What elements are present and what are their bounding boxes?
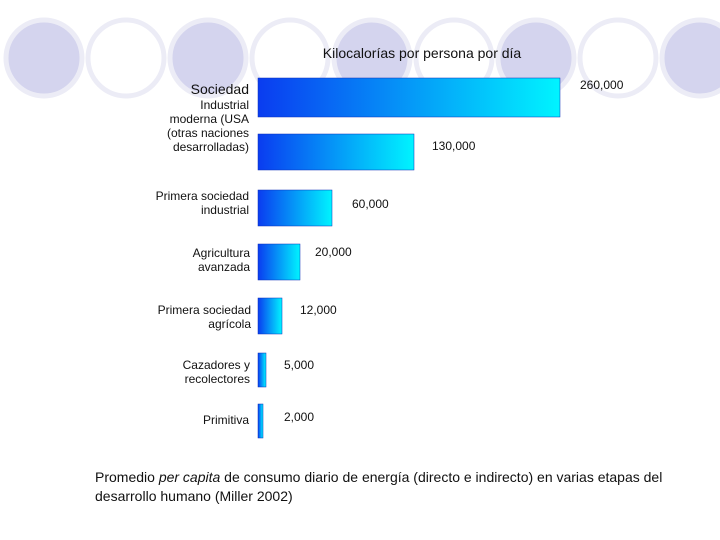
category-label-line: Primera sociedad <box>156 189 249 203</box>
category-label-line: industrial <box>201 203 249 217</box>
value-label-1: 260,000 <box>580 78 624 92</box>
category-label-line: desarrolladas) <box>173 140 249 154</box>
category-label-line: moderna (USA <box>170 112 249 126</box>
decorative-circle <box>167 17 249 99</box>
value-label-4: 20,000 <box>315 245 352 259</box>
bar-1 <box>257 77 561 118</box>
energy-consumption-bar-chart: Kilocalorías por persona por día Socieda… <box>156 45 624 439</box>
value-label-5: 12,000 <box>300 303 337 317</box>
value-label-6: 5,000 <box>284 358 314 372</box>
decorative-circle <box>85 17 167 99</box>
value-label-2: 130,000 <box>432 139 476 153</box>
category-label-line: Industrial <box>200 98 249 112</box>
category-label-3: Agricultura avanzada <box>193 246 251 274</box>
chart-title: Kilocalorías por persona por día <box>323 45 522 61</box>
category-label-line: Agricultura <box>193 246 251 260</box>
category-label-line: (otras naciones <box>167 126 249 140</box>
category-label-line: Primera sociedad <box>158 303 251 317</box>
caption-italic-term: per capita <box>158 469 221 485</box>
caption-text-start: Promedio <box>95 469 159 485</box>
bar-6 <box>257 352 267 388</box>
bar-2 <box>257 133 415 171</box>
category-label-line: agrícola <box>208 317 251 331</box>
category-label-1: Sociedad Industrial moderna (USA (otras nac… <box>167 81 249 154</box>
bar-5 <box>257 297 283 335</box>
category-label-6: Primitiva <box>203 413 249 427</box>
decorative-circle <box>577 17 659 99</box>
bar-3 <box>257 189 333 227</box>
bar-4 <box>257 243 301 281</box>
caption-text-end: de consumo diario de energía (directo e … <box>95 469 663 504</box>
category-label-5: Cazadores y recolectores <box>183 358 250 386</box>
category-label-4: Primera sociedad agrícola <box>158 303 252 331</box>
category-label-2: Primera sociedad industrial <box>156 189 249 217</box>
decorative-circle <box>3 17 85 99</box>
category-label-line: Primitiva <box>203 413 249 427</box>
category-label-line: avanzada <box>198 260 250 274</box>
figure-caption: Promedio per capita de consumo diario de… <box>95 468 675 506</box>
value-label-7: 2,000 <box>284 410 314 424</box>
value-label-3: 60,000 <box>352 197 389 211</box>
category-label-line: recolectores <box>185 372 250 386</box>
decorative-circle <box>659 17 720 99</box>
bar-7 <box>257 403 264 439</box>
decorative-circles <box>3 17 720 99</box>
category-label-line: Cazadores y <box>183 358 250 372</box>
category-label-line: Sociedad <box>191 81 249 97</box>
